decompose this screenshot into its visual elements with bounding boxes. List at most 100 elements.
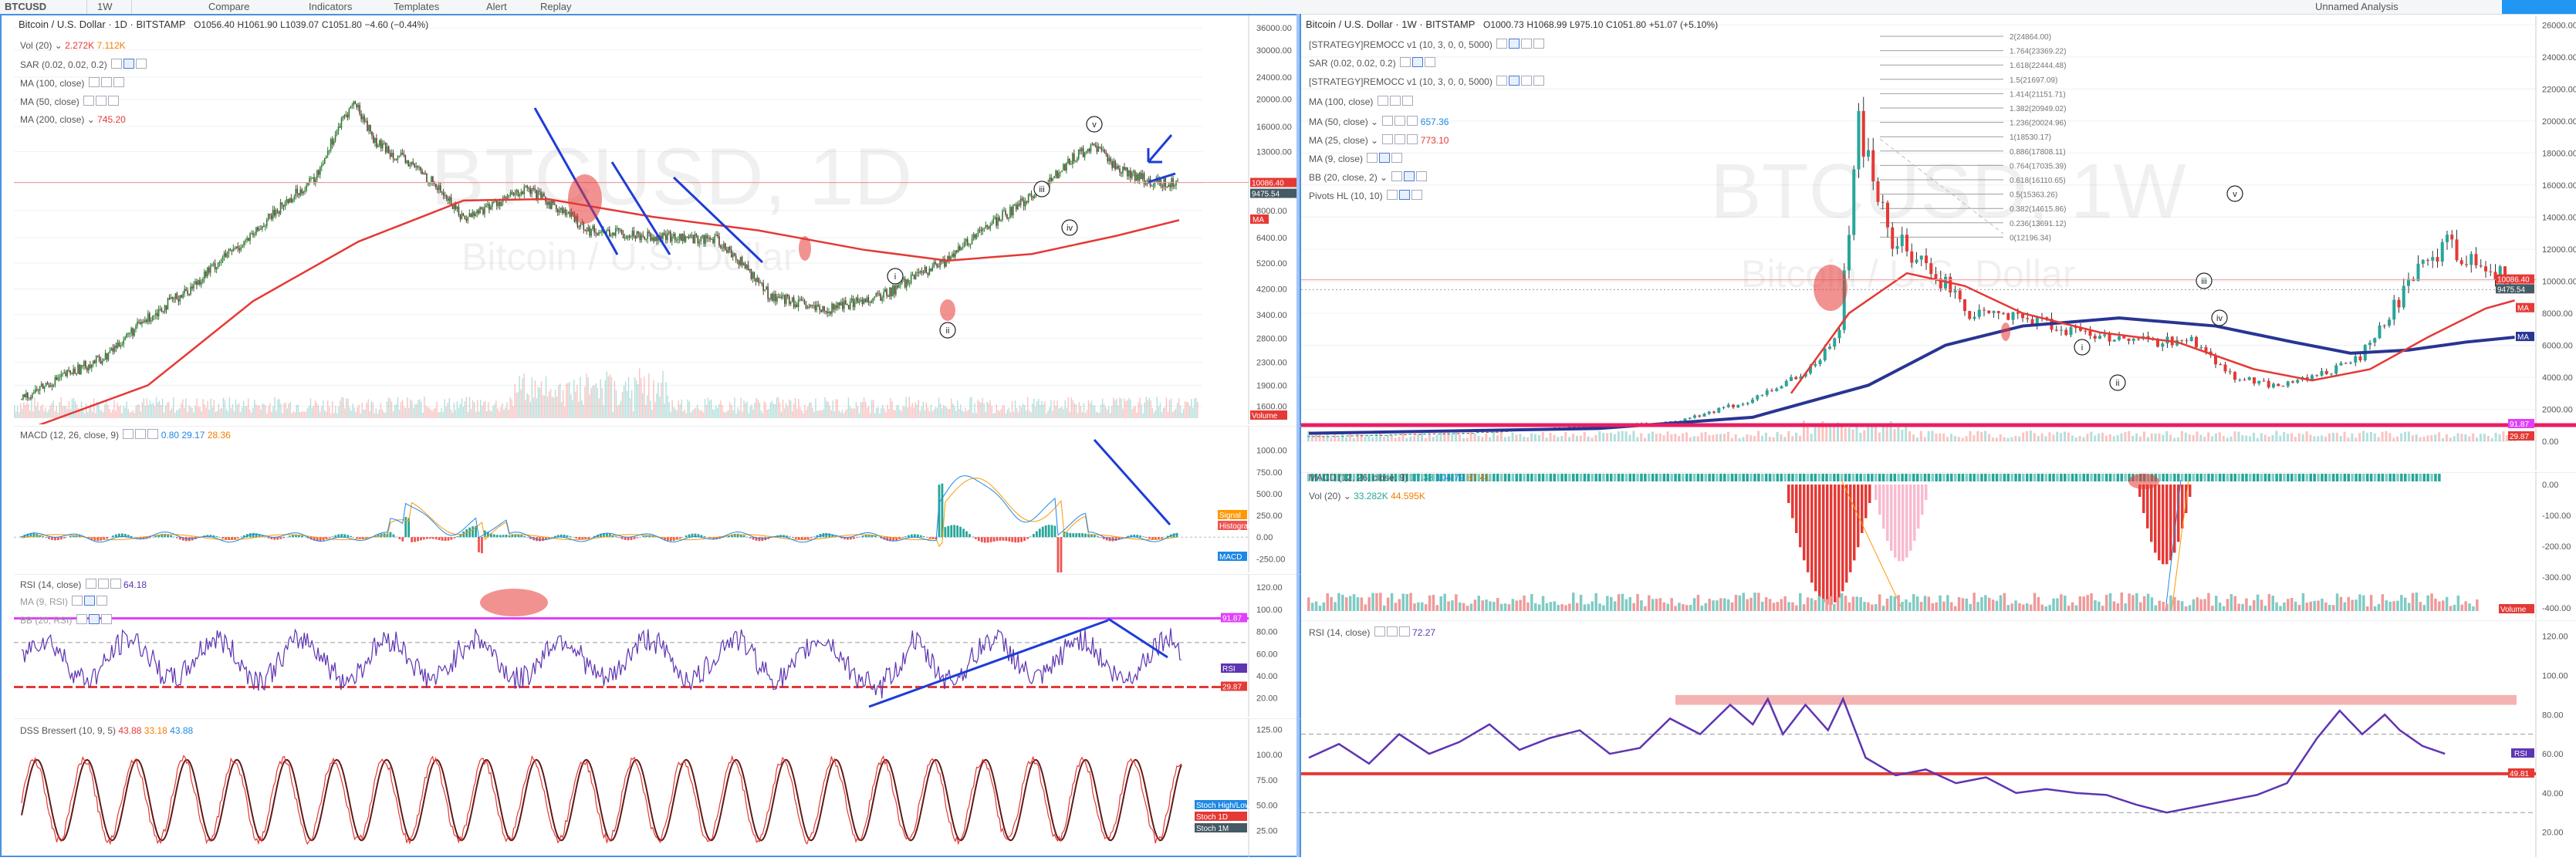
legend-ma100[interactable]: MA (100, close) [20,77,124,89]
histogram-bar [334,535,336,538]
legend-ma50[interactable]: MA (50, close) [20,96,119,107]
candle-body [1824,349,1827,360]
volume-bar [812,407,813,418]
candle-body [1307,436,1310,437]
legend-r-pivots[interactable]: Pivots HL (10, 10) [1309,190,1422,201]
alert-button[interactable]: Alert [486,1,507,12]
histogram-bar [1618,474,1621,481]
legend-r-macd[interactable]: MACD (12, 26, close, 9) 17.38 104.79 87.… [1309,472,1490,483]
legend-left-rsi-bb[interactable]: BB (20, RSI) [20,614,112,626]
candle-body [1717,408,1720,413]
volume-bar [1935,434,1937,441]
volume-bar [848,397,849,418]
interval-selector[interactable]: 1W [97,1,113,12]
layout-divider[interactable] [1296,14,1300,857]
legend-left-macd[interactable]: MACD (12, 26, close, 9) 0.80 29.17 28.36 [20,429,231,441]
histogram-bar [1908,474,1912,481]
templates-button[interactable]: Templates [394,1,439,12]
volume-bar [2207,432,2209,441]
candle-body [385,143,387,153]
layout-name[interactable]: Unnamed Analysis [2315,1,2399,12]
candle-body [650,233,651,240]
candle-body [466,219,468,221]
histogram-bar [2162,474,2165,481]
volume-bar [1053,400,1054,418]
volume-bar [2340,597,2343,611]
legend-r-strat2[interactable]: [STRATEGY]REMOCC v1 (10, 3, 0, 0, 5000) [1309,76,1544,87]
indicators-button[interactable]: Indicators [309,1,352,12]
histogram-bar [2298,474,2301,481]
candle-body [1356,435,1359,436]
candle-body [516,190,518,191]
legend-r-strat1[interactable]: [STRATEGY]REMOCC v1 (10, 3, 0, 0, 5000) [1309,39,1544,50]
legend-r-rsi[interactable]: RSI (14, close) 72.27 [1309,626,1435,638]
volume-bar [2101,433,2104,441]
histogram-bar [850,537,852,539]
volume-bar [1096,412,1097,418]
candle-body [55,377,56,385]
price-tag: 10086.40 [1252,180,1284,188]
histogram-bar [445,537,447,541]
compare-button[interactable]: Compare [208,1,249,12]
publish-button[interactable] [2502,0,2576,14]
candle-body [825,311,827,312]
histogram-bar [1735,474,1738,481]
histogram-bar [1853,485,1856,560]
legend-vol[interactable]: Vol (20) ⌄ 2.272K 7.112K [20,40,126,51]
histogram-bar [2396,474,2399,481]
legend-ma200[interactable]: MA (200, close) ⌄ 745.20 [20,114,126,125]
legend-r-ma25[interactable]: MA (25, close) ⌄ 773.10 [1309,134,1449,146]
replay-button[interactable]: Replay [540,1,571,12]
volume-bar [72,399,73,418]
histogram-bar [1890,474,1893,481]
candle-body [435,184,437,187]
legend-left-rsi[interactable]: RSI (14, close) 64.18 [20,579,147,590]
volume-bar [671,400,672,418]
volume-bar [859,414,860,418]
legend-r-bb[interactable]: BB (20, close, 2) ⌄ [1309,171,1427,183]
volume-bar [1848,427,1851,441]
r-macd-v1: 17.38 [1410,472,1433,483]
volume-bar [474,402,475,418]
candle-body [319,167,321,175]
volume-bar [34,397,35,418]
volume-bar [1954,436,1956,441]
legend-r-ma100[interactable]: MA (100, close) [1309,96,1413,107]
legend-r-sar[interactable]: SAR (0.02, 0.02, 0.2) [1309,57,1435,69]
legend-r-ma50[interactable]: MA (50, close) ⌄ 657.36 [1309,116,1449,127]
volume-bar [299,412,300,418]
volume-bar [1398,599,1401,611]
legend-r-vol[interactable]: Vol (20) ⌄ 33.282K 44.595K [1309,491,1425,501]
candle-body [467,217,468,221]
volume-bar [735,414,736,418]
volume-bar [1546,437,1548,441]
candle-body [615,228,617,236]
histogram-bar [1640,474,1643,481]
symbol-search[interactable]: BTCUSD [5,1,46,12]
volume-bar [486,411,487,418]
candle-body [46,383,47,387]
volume-bar [1428,434,1431,441]
volume-bar [1984,595,1987,611]
legend-left-rsi-ma[interactable]: MA (9, RSI) [20,596,107,607]
histogram-bar [1837,485,1841,598]
volume-bar [1033,399,1034,418]
volume-bar [535,380,536,418]
volume-bar [968,410,969,418]
legend-r-ma9[interactable]: MA (9, close) [1309,153,1402,164]
candle-body [117,343,119,348]
legend-left-dss[interactable]: DSS Bressert (10, 9, 5) 43.88 33.18 43.8… [20,725,193,736]
candle-body [1780,387,1783,389]
volume-bar [955,411,956,418]
legend-sar[interactable]: SAR (0.02, 0.02, 0.2) [20,59,147,70]
candle-body [548,201,549,205]
candle-body [542,194,543,198]
candle-body [714,236,715,243]
volume-bar [2434,434,2436,441]
